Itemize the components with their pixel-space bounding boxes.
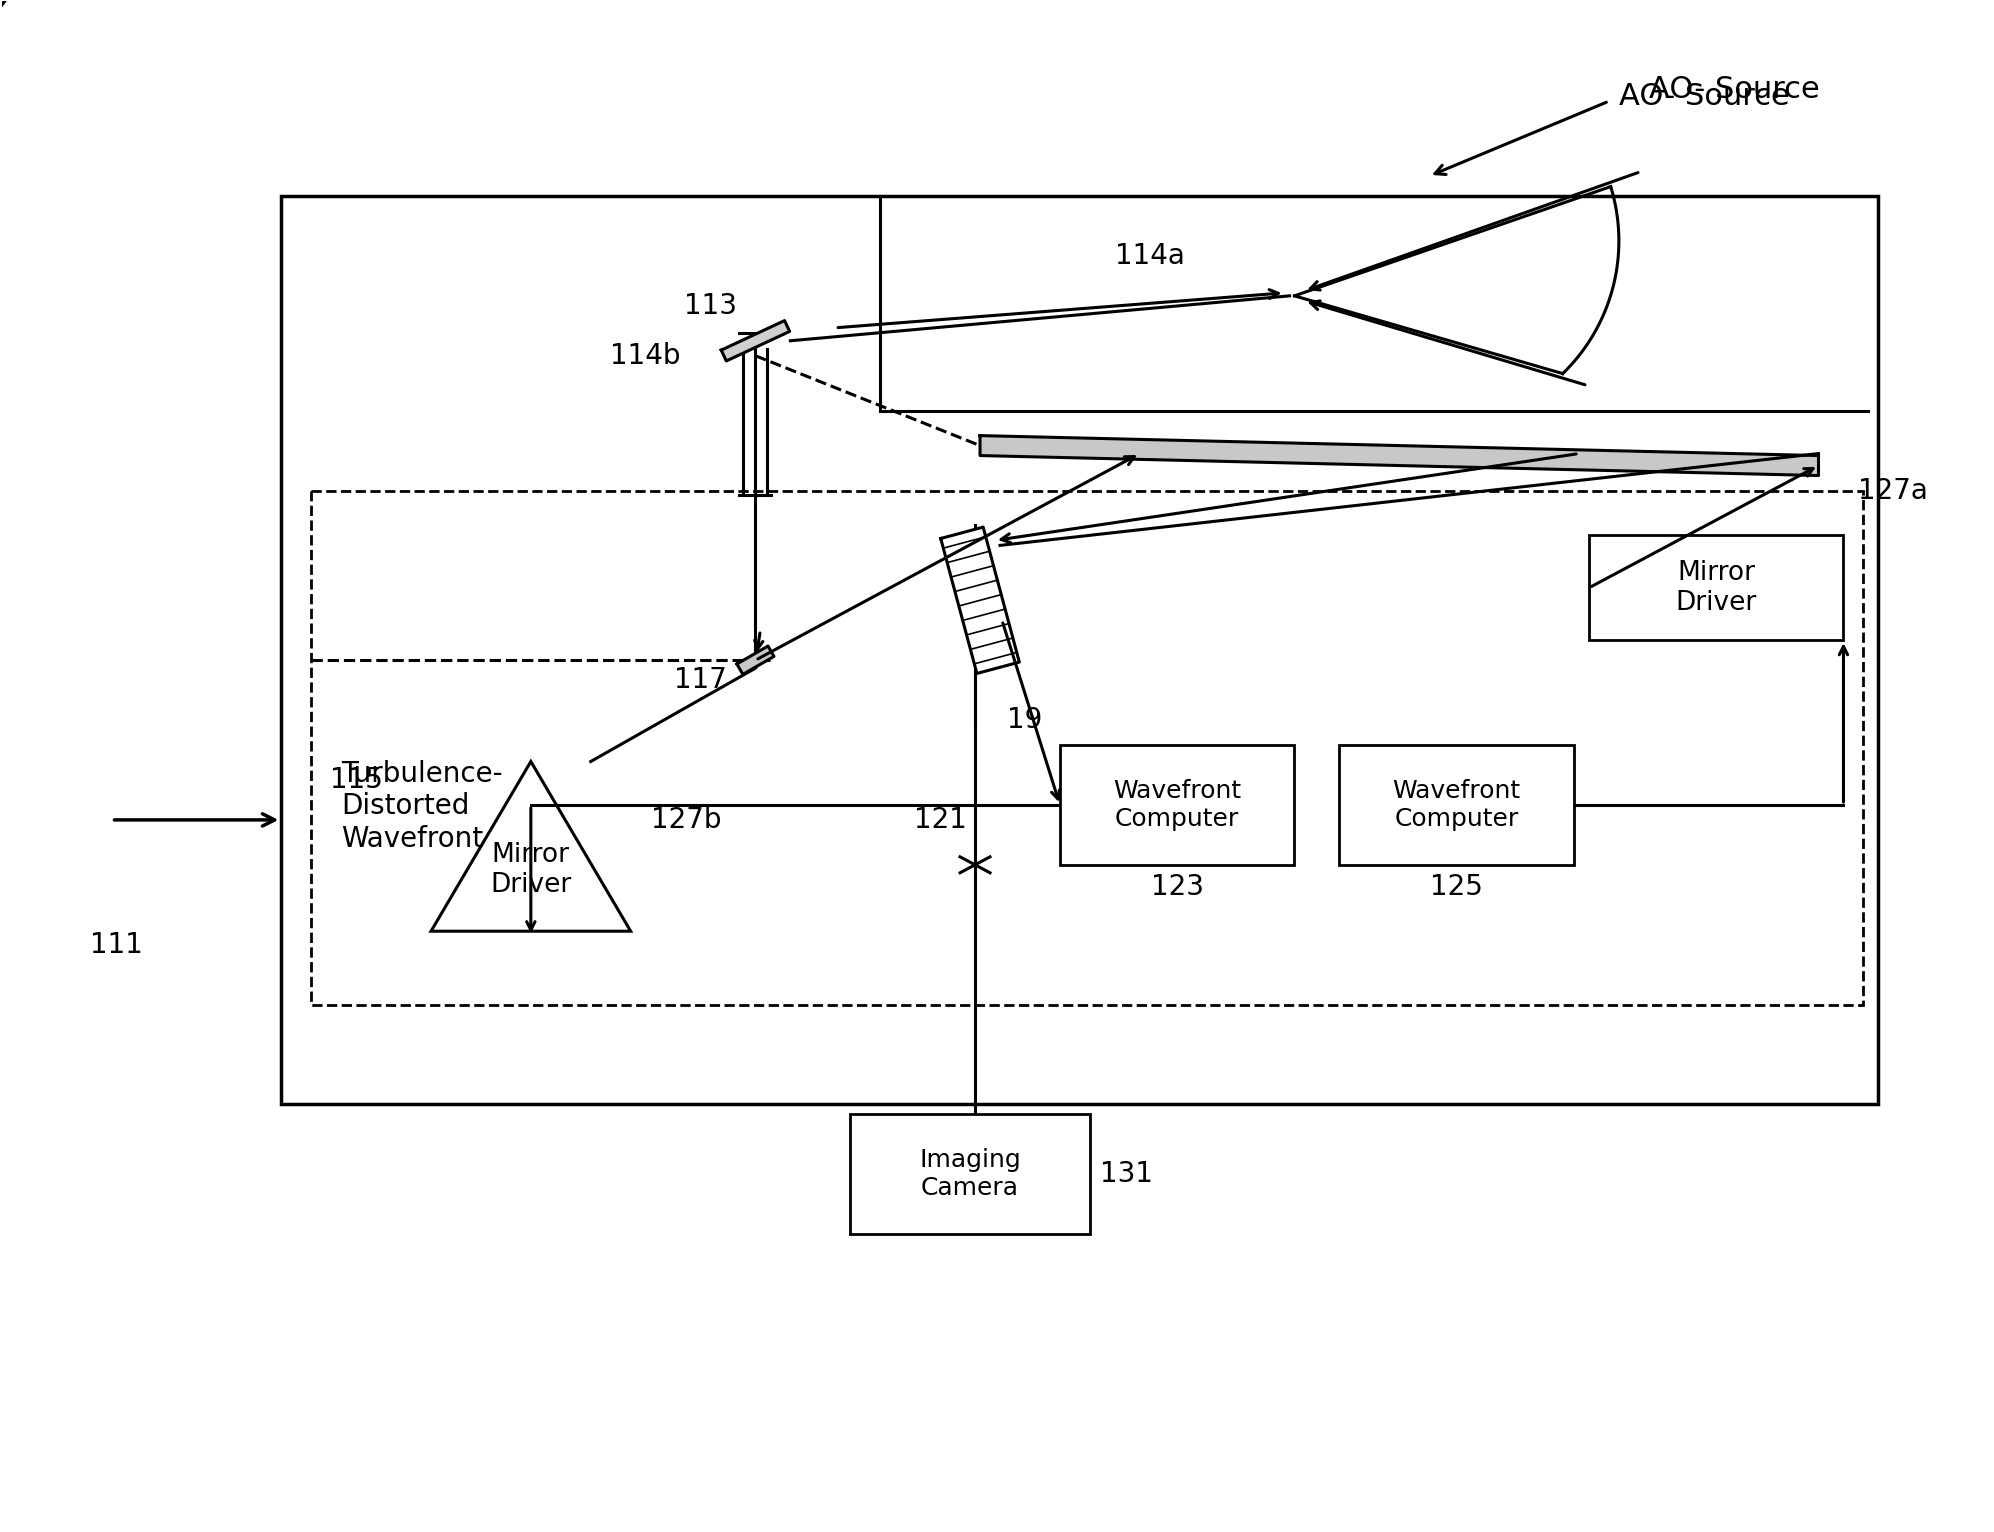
Text: 113: 113 — [684, 291, 738, 320]
Text: Wavefront
Computer: Wavefront Computer — [1113, 780, 1240, 830]
Bar — [1340, 745, 1573, 866]
Text: Imaging
Camera: Imaging Camera — [919, 1149, 1021, 1200]
Text: 19: 19 — [1007, 706, 1043, 734]
Text: Mirror
Driver: Mirror Driver — [491, 841, 572, 898]
Polygon shape — [979, 435, 1819, 475]
Bar — [1061, 745, 1294, 866]
Text: 127b: 127b — [650, 806, 722, 833]
Text: Turbulence-
Distorted
Wavefront: Turbulence- Distorted Wavefront — [341, 760, 502, 853]
Text: 117: 117 — [674, 666, 728, 694]
Text: 114a: 114a — [1115, 242, 1184, 270]
Text: AO- Source: AO- Source — [1649, 75, 1821, 104]
Text: 115: 115 — [329, 766, 383, 794]
Bar — [849, 1114, 1091, 1235]
Polygon shape — [738, 647, 774, 674]
Bar — [1589, 535, 1844, 640]
Text: 111: 111 — [90, 930, 144, 959]
Text: 131: 131 — [1101, 1160, 1153, 1189]
Text: AO- Source: AO- Source — [1619, 81, 1791, 110]
Text: Mirror
Driver: Mirror Driver — [1675, 559, 1757, 616]
Polygon shape — [722, 320, 790, 362]
Polygon shape — [941, 527, 1019, 674]
Text: Wavefront
Computer: Wavefront Computer — [1392, 780, 1521, 830]
Text: 123: 123 — [1151, 873, 1204, 901]
Text: 114b: 114b — [610, 342, 680, 369]
Bar — [311, 490, 1864, 1005]
Text: 121: 121 — [913, 806, 967, 833]
Text: 125: 125 — [1430, 873, 1484, 901]
Bar — [281, 196, 1878, 1105]
Text: 127a: 127a — [1858, 476, 1928, 504]
